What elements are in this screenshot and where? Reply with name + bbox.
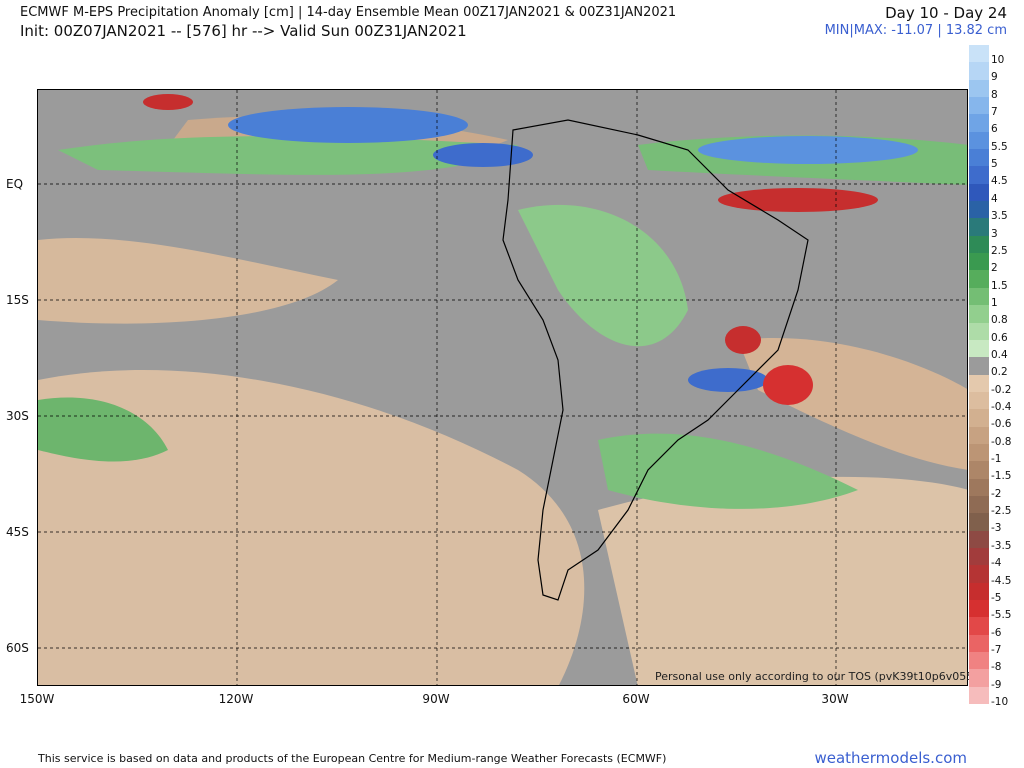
colorbar-cell	[969, 62, 989, 80]
colorbar-label: 2	[991, 262, 998, 275]
colorbar-label: -3	[991, 522, 1002, 535]
colorbar-cell	[969, 287, 989, 306]
colorbar-cell	[969, 600, 989, 618]
map-title: ECMWF M-EPS Precipitation Anomaly [cm] |…	[20, 5, 677, 20]
colorbar-label: 0.2	[991, 366, 1008, 379]
colorbar-label: -5	[991, 591, 1002, 604]
ecmwf-credit: This service is based on data and produc…	[38, 752, 667, 765]
lat-label-30s: 30S	[6, 409, 29, 423]
colorbar-label: -3.5	[991, 539, 1012, 552]
colorbar-label: -7	[991, 643, 1002, 656]
colorbar-label: 8	[991, 88, 998, 101]
colorbar-label: 10	[991, 54, 1005, 66]
colorbar-cell	[969, 166, 989, 184]
lat-label-15s: 15S	[6, 293, 29, 307]
colorbar-label: -0.4	[991, 401, 1012, 413]
colorbar-cell	[969, 149, 989, 167]
colorbar-cell	[969, 270, 989, 288]
colorbar-label: -0.2	[991, 383, 1012, 396]
colorbar-label: 1.5	[991, 279, 1008, 292]
colorbar-cell	[969, 686, 989, 705]
colorbar-cell	[969, 582, 989, 600]
lon-label-90w: 90W	[422, 692, 450, 706]
colorbar-cell	[969, 495, 989, 514]
colorbar-label: 4	[991, 192, 998, 205]
colorbar-label: 2.5	[991, 244, 1008, 257]
colorbar-label: 1	[991, 296, 998, 309]
colorbar-cell	[969, 530, 989, 548]
colorbar-label: 5	[991, 158, 998, 171]
colorbar-cell	[969, 357, 989, 375]
colorbar-label: -4.5	[991, 574, 1012, 587]
colorbar-cell	[969, 45, 989, 63]
colorbar-label: -8	[991, 661, 1002, 674]
lon-label-30w: 30W	[821, 692, 849, 706]
colorbar-label: -0.6	[991, 418, 1012, 431]
colorbar-label: 5.5	[991, 140, 1008, 153]
colorbar-cell	[969, 547, 989, 566]
colorbar-cell	[969, 478, 989, 496]
colorbar-cell	[969, 461, 989, 479]
colorbar-label: 0.4	[991, 348, 1008, 361]
colorbar-cell	[969, 235, 989, 254]
init-valid-line: Init: 00Z07JAN2021 -- [576] hr --> Valid…	[20, 22, 467, 40]
lon-label-150w: 150W	[19, 692, 55, 706]
colorbar-cell	[969, 617, 989, 635]
colorbar-label: -1	[991, 453, 1002, 466]
colorbar-cell	[969, 79, 989, 98]
brand-link[interactable]: weathermodels.com	[814, 749, 967, 767]
forecast-period: Day 10 - Day 24	[885, 4, 1007, 22]
colorbar-label: -10	[991, 695, 1009, 708]
colorbar-label: 3.5	[991, 210, 1008, 223]
colorbar-label: -5.5	[991, 609, 1012, 622]
colorbar-cell	[969, 305, 989, 323]
colorbar-label: -2.5	[991, 505, 1012, 518]
colorbar-cell	[969, 513, 989, 531]
colorbar-cell	[969, 409, 989, 427]
colorbar-cell	[969, 322, 989, 340]
colorbar-cell	[969, 391, 989, 410]
tos-note: Personal use only according to our TOS (…	[655, 670, 978, 683]
colorbar-label: 4.5	[991, 175, 1008, 188]
colorbar-label: 7	[991, 106, 998, 119]
colorbar-cell	[969, 426, 989, 444]
colorbar-label: 6	[991, 123, 998, 136]
precipitation-anomaly-map	[37, 89, 968, 686]
colorbar-cell	[969, 565, 989, 583]
colorbar-cell	[969, 652, 989, 670]
map-field	[38, 90, 967, 685]
colorbar-cell	[969, 669, 989, 687]
lat-label-45s: 45S	[6, 525, 29, 539]
colorbar-cell	[969, 201, 989, 219]
lon-label-60w: 60W	[622, 692, 650, 706]
lon-label-120w: 120W	[218, 692, 254, 706]
colorbar	[969, 45, 989, 705]
lat-label-eq: EQ	[6, 177, 24, 191]
colorbar-label: 3	[991, 227, 998, 240]
lat-label-60s: 60S	[6, 641, 29, 655]
colorbar-label: -1.5	[991, 470, 1012, 483]
colorbar-cell	[969, 131, 989, 150]
colorbar-label: 0.6	[991, 331, 1008, 344]
colorbar-label: -2	[991, 487, 1002, 500]
colorbar-label: -0.8	[991, 435, 1012, 448]
colorbar-cell	[969, 443, 989, 462]
colorbar-cell	[969, 339, 989, 358]
colorbar-cell	[969, 253, 989, 271]
colorbar-cell	[969, 97, 989, 115]
colorbar-label: -9	[991, 678, 1002, 691]
min-max-readout: MIN|MAX: -11.07 | 13.82 cm	[824, 23, 1007, 38]
colorbar-label: -6	[991, 626, 1002, 639]
colorbar-cell	[969, 218, 989, 236]
colorbar-label: 0.8	[991, 314, 1008, 327]
colorbar-cell	[969, 634, 989, 653]
colorbar-cell	[969, 183, 989, 202]
colorbar-label: -4	[991, 557, 1002, 570]
colorbar-cell	[969, 374, 989, 392]
colorbar-cell	[969, 114, 989, 132]
colorbar-label: 9	[991, 71, 998, 84]
